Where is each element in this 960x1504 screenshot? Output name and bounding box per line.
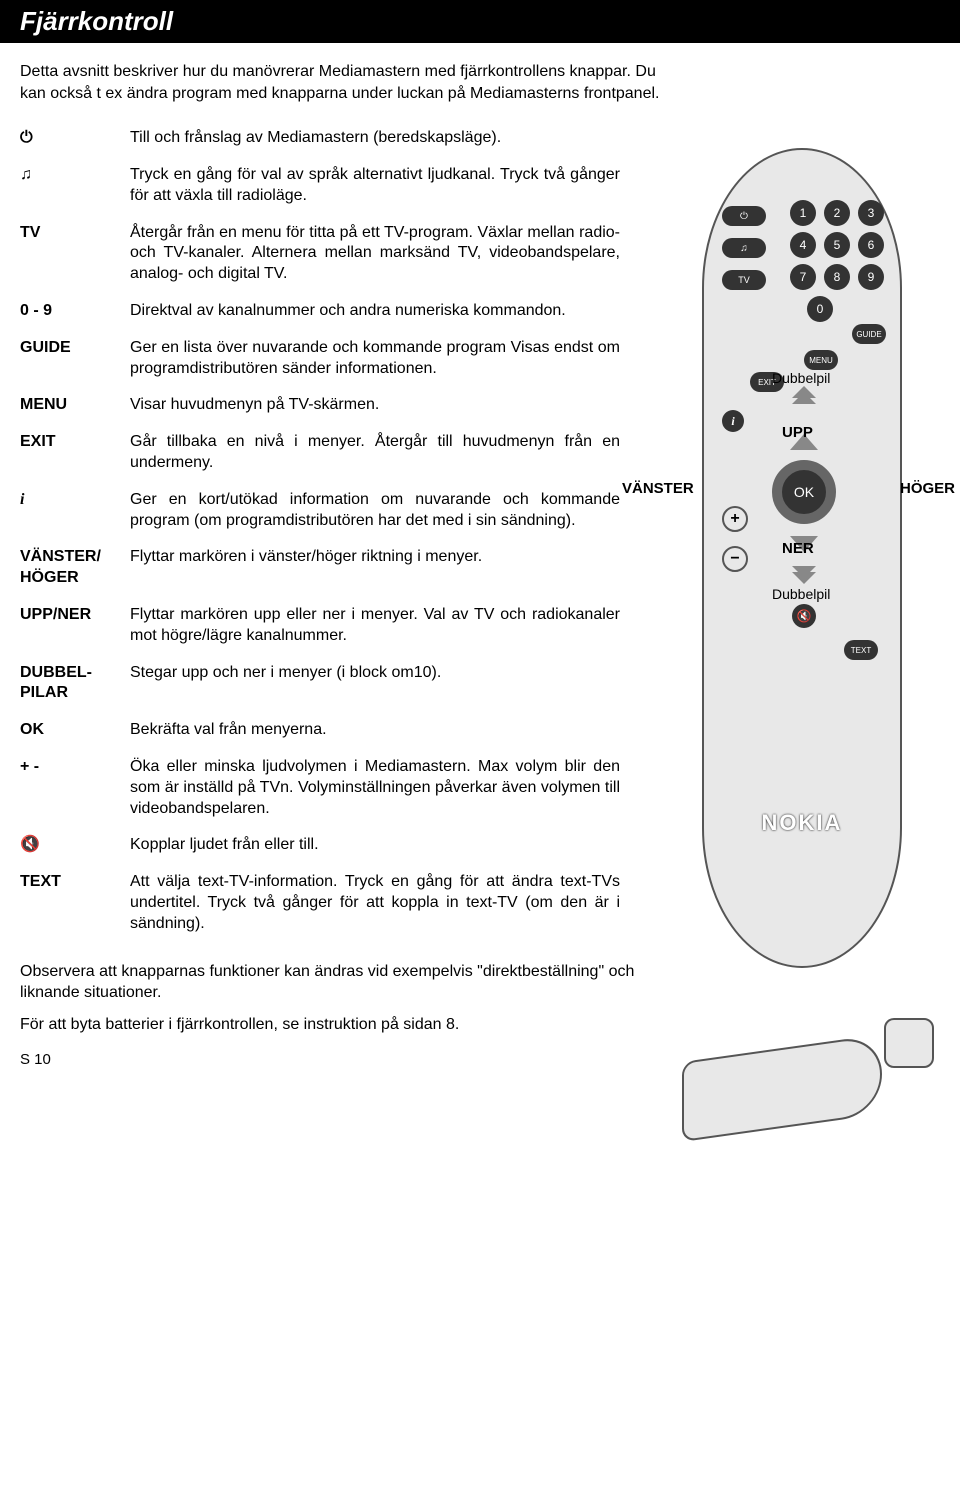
remote-num-1: 1 [790,200,816,226]
remote-num-2: 2 [824,200,850,226]
key-ok: OK [20,720,130,741]
remote-guide-button: GUIDE [852,324,886,344]
key-tv: TV [20,223,130,244]
intro-text: Detta avsnitt beskriver hur du manövrera… [0,43,960,128]
desc-exit: Går tillbaka en nivå i menyer. Återgår t… [130,432,620,474]
remote-tv-button: TV [722,270,766,290]
remote-double-down-icon [792,566,816,584]
footnote-1: Observera att knapparnas funktioner kan … [20,961,660,1004]
desc-vol: Öka eller minska ljudvolymen i Mediamast… [130,757,620,819]
desc-guide: Ger en lista över nuvarande och kommande… [130,338,620,380]
key-ud: UPP/NER [20,605,130,626]
remote-num-6: 6 [858,232,884,258]
manual-page: Fjärrkontroll Detta avsnitt beskriver hu… [0,0,960,1094]
desc-power: Till och frånslag av Mediamastern (bered… [130,128,620,149]
label-upp: UPP [782,424,813,441]
desc-text: Att välja text-TV-information. Tryck en … [130,872,620,934]
remote-power-icon: ⏻ [722,206,766,226]
remote-text-button: TEXT [844,640,878,660]
desc-ud: Flyttar markören upp eller ner i menyer.… [130,605,620,647]
key-music: ♫ [20,165,130,186]
key-menu: MENU [20,395,130,416]
button-table: ⏻Till och frånslag av Mediamastern (bere… [0,128,640,950]
desc-num: Direktval av kanalnummer och andra numer… [130,301,620,322]
content-area: ⏻Till och frånslag av Mediamastern (bere… [0,128,960,950]
key-text: TEXT [20,872,130,893]
remote-illustration: ⏻ ♫ TV 1 2 3 4 5 6 7 8 9 0 GUIDE MENU EX… [652,148,952,1148]
remote-num-3: 3 [858,200,884,226]
label-dubbelpil-bot: Dubbelpil [772,586,830,602]
label-ner: NER [782,540,814,557]
desc-mute: Kopplar ljudet från eller till. [130,835,620,856]
remote-ok-button: OK [772,460,836,524]
key-mute: 🔇 [20,835,130,856]
remote-brand: NOKIA [704,810,900,836]
battery-cover-illustration [682,1018,942,1148]
key-lr: VÄNSTER/ HÖGER [20,547,130,589]
remote-body: ⏻ ♫ TV 1 2 3 4 5 6 7 8 9 0 GUIDE MENU EX… [702,148,902,968]
remote-num-0: 0 [807,296,833,322]
remote-info-icon: i [722,410,744,432]
key-exit: EXIT [20,432,130,453]
key-guide: GUIDE [20,338,130,359]
desc-lr: Flyttar markören i vänster/höger riktnin… [130,547,620,568]
key-num: 0 - 9 [20,301,130,322]
remote-mute-icon: 🔇 [792,604,816,628]
desc-double: Stegar upp och ner i menyer (i block om1… [130,663,620,684]
desc-info: Ger en kort/utökad information om nuvara… [130,490,620,532]
label-hoger: HÖGER [900,480,955,497]
remote-vol-down-icon: − [722,546,748,572]
remote-menu-button: MENU [804,350,838,370]
remote-music-icon: ♫ [722,238,766,258]
remote-num-8: 8 [824,264,850,290]
key-power: ⏻ [20,128,130,149]
label-vanster: VÄNSTER [622,480,694,497]
desc-menu: Visar huvudmenyn på TV-skärmen. [130,395,620,416]
key-double: DUBBEL-PILAR [20,663,130,705]
remote-num-9: 9 [858,264,884,290]
remote-num-7: 7 [790,264,816,290]
page-title: Fjärrkontroll [0,0,960,43]
key-info: i [20,490,130,511]
key-vol: + - [20,757,130,778]
label-dubbelpil-top: Dubbelpil [772,370,830,386]
desc-ok: Bekräfta val från menyerna. [130,720,620,741]
remote-num-5: 5 [824,232,850,258]
footnote-2: För att byta batterier i fjärrkontrollen… [20,1014,660,1036]
desc-music: Tryck en gång för val av språk alternati… [130,165,620,207]
remote-double-up-icon [792,386,816,404]
remote-vol-up-icon: + [722,506,748,532]
desc-tv: Återgår från en menu för titta på ett TV… [130,223,620,285]
remote-num-4: 4 [790,232,816,258]
